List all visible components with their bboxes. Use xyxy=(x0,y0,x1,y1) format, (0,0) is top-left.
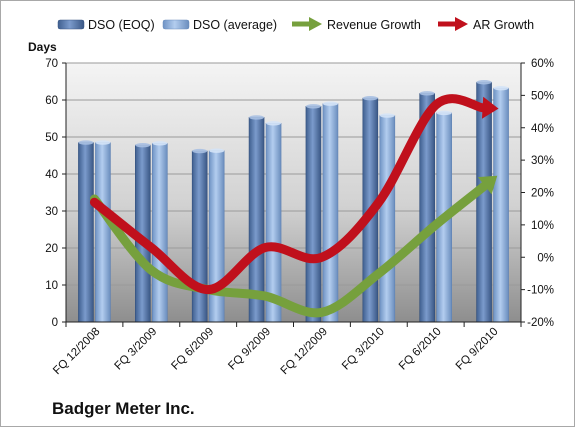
arrowhead-ar-growth xyxy=(481,96,499,119)
bar-cap-dso-average xyxy=(266,121,282,126)
bar-cap-dso-average xyxy=(493,85,509,91)
bar-dso-average xyxy=(379,115,396,323)
y2-tick-label: 60% xyxy=(531,58,554,70)
legend-swatch-dso-eoq xyxy=(57,19,85,30)
legend-item-dso-eoq: DSO (EOQ) xyxy=(57,18,155,32)
arrowhead-revenue-growth xyxy=(477,175,498,195)
y2-tick-labels: -20% -10% 0% 10% 20% 30% 40% 50% 60% xyxy=(527,58,554,329)
bar-dso-eoq xyxy=(191,150,208,323)
y2-tick-label: 50% xyxy=(531,90,554,102)
y2-tick-label: 10% xyxy=(531,220,554,232)
legend-item-ar-growth: AR Growth xyxy=(438,17,534,32)
y-tick-label: 30 xyxy=(45,206,58,218)
bar-dso-eoq xyxy=(78,142,94,323)
y-axis-title: Days xyxy=(28,40,57,54)
y-tick-label: 10 xyxy=(45,280,58,292)
y-tick-label: 50 xyxy=(45,132,58,144)
y2-tick-label: 0% xyxy=(537,252,554,264)
bar-cap-dso-average xyxy=(152,141,168,146)
line-revenue-growth xyxy=(89,181,490,318)
y2-tick-label: 40% xyxy=(531,123,554,135)
bar-cap-dso-average xyxy=(95,140,111,145)
bar-dso-average xyxy=(265,123,282,323)
bar-dso-average xyxy=(95,142,111,323)
legend-arrow-revenue-growth xyxy=(309,17,322,31)
bar-cap-dso-average xyxy=(209,148,225,153)
bar-dso-eoq xyxy=(476,81,492,323)
legend-label-dso-eoq: DSO (EOQ) xyxy=(88,18,155,32)
bar-cap-dso-eoq xyxy=(362,95,378,101)
bar-cap-dso-average xyxy=(379,113,395,118)
bar-cap-dso-eoq xyxy=(305,104,321,109)
legend-swatch-dso-average xyxy=(162,19,190,30)
y-tick-label: 0 xyxy=(52,317,58,329)
legend-label-dso-average: DSO (average) xyxy=(193,18,277,32)
y-tick-label: 20 xyxy=(45,243,58,255)
bar-cap-dso-eoq xyxy=(78,140,94,145)
legend: DSO (EOQ) DSO (average) Revenue Growth A… xyxy=(57,17,534,32)
axes xyxy=(62,62,525,327)
y2-tick-label: 20% xyxy=(531,188,554,200)
bar-cap-dso-eoq xyxy=(192,148,208,154)
bar-dso-average xyxy=(322,103,339,323)
y-tick-labels: 0 10 20 30 40 50 60 70 xyxy=(45,58,58,329)
y-tick-label: 70 xyxy=(45,58,58,70)
y-tick-label: 60 xyxy=(45,95,58,107)
bar-cap-dso-eoq xyxy=(476,80,492,85)
bar-dso-eoq xyxy=(305,105,322,323)
bar-cap-dso-average xyxy=(436,110,452,116)
legend-arrow-ar-growth xyxy=(455,17,468,31)
legend-item-dso-average: DSO (average) xyxy=(162,18,277,32)
y2-tick-label: -10% xyxy=(527,285,554,297)
legend-label-ar-growth: AR Growth xyxy=(473,18,534,32)
y-tick-label: 40 xyxy=(45,169,58,181)
line-ar-growth xyxy=(89,94,488,295)
y2-tick-label: 30% xyxy=(531,155,554,167)
chart-title: Badger Meter Inc. xyxy=(52,399,195,418)
bar-cap-dso-eoq xyxy=(419,91,435,96)
bar-dso-average xyxy=(493,87,509,323)
legend-item-revenue-growth: Revenue Growth xyxy=(292,17,421,32)
bar-dso-average xyxy=(152,142,168,323)
bar-cap-dso-average xyxy=(322,101,338,106)
bar-cap-dso-eoq xyxy=(135,142,151,148)
legend-label-revenue-growth: Revenue Growth xyxy=(327,18,421,32)
bar-cap-dso-eoq xyxy=(249,115,265,120)
series-lines xyxy=(89,94,499,318)
y2-tick-label: -20% xyxy=(527,317,554,329)
